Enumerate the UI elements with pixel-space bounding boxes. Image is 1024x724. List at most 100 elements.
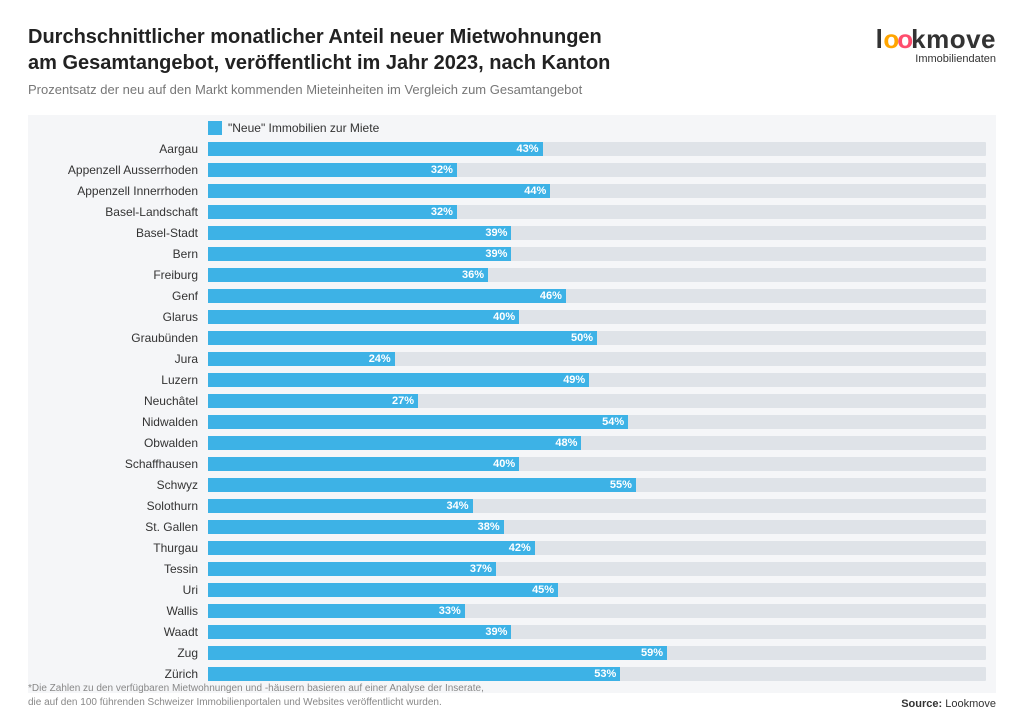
bar-value: 40%: [493, 311, 515, 323]
bar-track: 37%: [208, 562, 986, 576]
bar-value: 27%: [392, 395, 414, 407]
bar-track: 32%: [208, 205, 986, 219]
bar-track: 38%: [208, 520, 986, 534]
title-line-1: Durchschnittlicher monatlicher Anteil ne…: [28, 26, 602, 48]
legend: "Neue" Immobilien zur Miete: [208, 121, 986, 135]
bar-row: Genf 46%: [38, 286, 986, 305]
bar-track: 49%: [208, 373, 986, 387]
bar-track: 54%: [208, 415, 986, 429]
chart-subtitle: Prozentsatz der neu auf den Markt kommen…: [28, 82, 610, 97]
bar-fill: 33%: [208, 604, 465, 618]
bar-track: 40%: [208, 457, 986, 471]
category-label: Graubünden: [38, 331, 208, 345]
bar-row: Basel-Landschaft32%: [38, 202, 986, 221]
bar-row: Tessin37%: [38, 559, 986, 578]
category-label: Zürich: [38, 667, 208, 681]
bar-track: 39%: [208, 247, 986, 261]
bar-fill: 38%: [208, 520, 504, 534]
footnote: *Die Zahlen zu den verfügbaren Mietwohnu…: [28, 682, 484, 710]
legend-swatch: [208, 121, 222, 135]
bar-track: 46%: [208, 289, 986, 303]
bar-value: 42%: [509, 542, 531, 554]
footnote-line-2: die auf den 100 führenden Schweizer Immo…: [28, 697, 442, 708]
category-label: Uri: [38, 583, 208, 597]
category-label: Bern: [38, 247, 208, 261]
bar-track: 44%: [208, 184, 986, 198]
bar-value: 50%: [571, 332, 593, 344]
bar-row: Basel-Stadt 39%: [38, 223, 986, 242]
bar-value: 40%: [493, 458, 515, 470]
bar-value: 33%: [439, 605, 461, 617]
bar-row: Schwyz55%: [38, 475, 986, 494]
logo-part-o1: o: [883, 24, 897, 54]
bar-fill: 45%: [208, 583, 558, 597]
category-label: Luzern: [38, 373, 208, 387]
bar-row: Jura24%: [38, 349, 986, 368]
bar-value: 48%: [555, 437, 577, 449]
bar-row: Zürich53%: [38, 664, 986, 683]
bar-value: 24%: [369, 353, 391, 365]
bar-track: 39%: [208, 625, 986, 639]
bar-fill: 40%: [208, 457, 519, 471]
bar-fill: 34%: [208, 499, 473, 513]
footer: *Die Zahlen zu den verfügbaren Mietwohnu…: [28, 682, 996, 710]
bar-fill: 39%: [208, 226, 511, 240]
brand-logo: lookmove Immobiliendaten: [876, 24, 996, 65]
bar-track: 42%: [208, 541, 986, 555]
bar-track: 48%: [208, 436, 986, 450]
bar-value: 49%: [563, 374, 585, 386]
category-label: Thurgau: [38, 541, 208, 555]
bar-track: 55%: [208, 478, 986, 492]
bar-fill: 32%: [208, 205, 457, 219]
category-label: Obwalden: [38, 436, 208, 450]
bar-track: 45%: [208, 583, 986, 597]
bar-value: 46%: [540, 290, 562, 302]
bar-row: Obwalden 48%: [38, 433, 986, 452]
source-label: Source:: [901, 698, 942, 710]
bar-row: Appenzell Innerrhoden44%: [38, 181, 986, 200]
bar-fill: 46%: [208, 289, 566, 303]
category-label: Schwyz: [38, 478, 208, 492]
bar-track: 50%: [208, 331, 986, 345]
bar-track: 39%: [208, 226, 986, 240]
bar-value: 45%: [532, 584, 554, 596]
bar-track: 40%: [208, 310, 986, 324]
bar-value: 44%: [524, 185, 546, 197]
bar-value: 32%: [431, 164, 453, 176]
bar-track: 24%: [208, 352, 986, 366]
bar-row: Thurgau 42%: [38, 538, 986, 557]
chart-area: "Neue" Immobilien zur Miete Aargau43%App…: [28, 115, 996, 693]
bar-track: 59%: [208, 646, 986, 660]
bar-fill: 39%: [208, 247, 511, 261]
chart-title: Durchschnittlicher monatlicher Anteil ne…: [28, 24, 610, 76]
bar-row: Freiburg36%: [38, 265, 986, 284]
bar-track: 34%: [208, 499, 986, 513]
bar-track: 43%: [208, 142, 986, 156]
logo-wordmark: lookmove: [876, 24, 996, 55]
bar-fill: 48%: [208, 436, 581, 450]
category-label: Neuchâtel: [38, 394, 208, 408]
bar-track: 53%: [208, 667, 986, 681]
category-label: Genf: [38, 289, 208, 303]
category-label: Wallis: [38, 604, 208, 618]
bar-row: Waadt39%: [38, 622, 986, 641]
bar-value: 54%: [602, 416, 624, 428]
footnote-line-1: *Die Zahlen zu den verfügbaren Mietwohnu…: [28, 683, 484, 694]
bar-fill: 44%: [208, 184, 550, 198]
category-label: Basel-Stadt: [38, 226, 208, 240]
bar-fill: 55%: [208, 478, 636, 492]
bar-track: 32%: [208, 163, 986, 177]
logo-part-rest: kmove: [911, 24, 996, 54]
bar-fill: 53%: [208, 667, 620, 681]
bar-row: Appenzell Ausserrhoden32%: [38, 160, 986, 179]
bar-value: 39%: [485, 227, 507, 239]
bar-value: 36%: [462, 269, 484, 281]
bar-row: Neuchâtel 27%: [38, 391, 986, 410]
bar-track: 36%: [208, 268, 986, 282]
bar-fill: 27%: [208, 394, 418, 408]
source: Source: Lookmove: [901, 698, 996, 710]
category-label: Basel-Landschaft: [38, 205, 208, 219]
bar-row: Nidwalden54%: [38, 412, 986, 431]
bar-value: 43%: [517, 143, 539, 155]
bar-row: Glarus40%: [38, 307, 986, 326]
